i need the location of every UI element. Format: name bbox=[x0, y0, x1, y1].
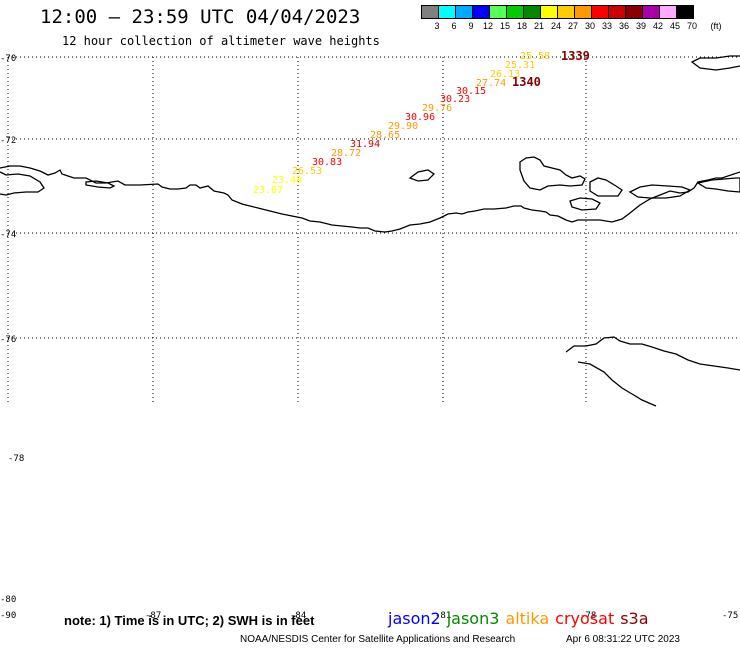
colorbar-label: 70 bbox=[686, 21, 697, 31]
swh-reading-label: 28.65 bbox=[370, 130, 400, 141]
latitude-label: -80 bbox=[0, 595, 16, 605]
colorbar-label: 12 bbox=[482, 21, 493, 31]
coastline-northeast bbox=[690, 55, 740, 71]
satellite-s3a: s3a bbox=[620, 609, 649, 628]
credit-line: NOAA/NESDIS Center for Satellite Applica… bbox=[240, 634, 516, 645]
pass-time-label: 1339 bbox=[561, 49, 590, 63]
longitude-label: -90 bbox=[0, 611, 16, 621]
swh-reading-label: 26.13 bbox=[490, 69, 520, 80]
swh-reading-label: 23.48 bbox=[272, 175, 302, 186]
colorbar-label: 18 bbox=[516, 21, 527, 31]
satellite-jason2: jason2 bbox=[388, 609, 441, 628]
swh-reading-label: 28.72 bbox=[331, 148, 361, 159]
swh-reading-label: 31.94 bbox=[350, 139, 380, 150]
pass-time-label: 1340 bbox=[512, 75, 541, 89]
satellite-cryosat: cryosat bbox=[555, 609, 615, 628]
swh-reading-label: 30.96 bbox=[405, 112, 435, 123]
swh-reading-label: 23.07 bbox=[253, 185, 283, 196]
colorbar-label: 45 bbox=[669, 21, 680, 31]
latitude-label: -74 bbox=[0, 230, 16, 240]
latitude-label: -72 bbox=[0, 136, 16, 146]
swh-reading-label: 30.15 bbox=[456, 86, 486, 97]
colorbar-label: 27 bbox=[567, 21, 578, 31]
colorbar-label: 33 bbox=[601, 21, 612, 31]
coastline bbox=[0, 55, 740, 407]
longitude-label: -87 bbox=[145, 611, 161, 621]
colorbar-label: 39 bbox=[635, 21, 646, 31]
satellite-legend: jason2 jason3 altika cryosat s3a bbox=[388, 609, 655, 628]
colorbar-labels: 3 6 9 12 15 18 21 24 27 30 33 36 39 42 45 70 (ft) bbox=[422, 21, 740, 33]
colorbar-label: 6 bbox=[451, 21, 457, 31]
swh-reading-label: 25.31 bbox=[505, 60, 535, 71]
longitude-label: -78 bbox=[580, 611, 596, 621]
latitude-label: -76 bbox=[0, 335, 16, 345]
colorbar-label: 3 bbox=[434, 21, 440, 31]
coastline-south-shore bbox=[577, 361, 657, 407]
coastline-mainland bbox=[0, 165, 740, 233]
coastline-island-east-5 bbox=[696, 177, 740, 193]
colorbar-label: 21 bbox=[533, 21, 544, 31]
swh-reading-label: 25.58 bbox=[520, 51, 550, 62]
map-subtitle: 12 hour collection of altimeter wave hei… bbox=[62, 34, 380, 48]
map-title: 12:00 – 23:59 UTC 04/04/2023 bbox=[40, 6, 361, 28]
latitude-label: -78 bbox=[8, 454, 24, 464]
wave-height-readings: 25.5825.3126.1327.7430.1530.2329.7630.96… bbox=[253, 51, 550, 196]
longitude-label: -84 bbox=[290, 611, 306, 621]
wave-height-colorbar bbox=[421, 5, 694, 19]
coastline-island-west bbox=[0, 171, 45, 196]
swh-reading-label: 29.76 bbox=[422, 103, 452, 114]
colorbar-label: 15 bbox=[499, 21, 510, 31]
generated-timestamp: Apr 6 08:31:22 UTC 2023 bbox=[566, 634, 680, 645]
swh-reading-label: 29.90 bbox=[388, 121, 418, 132]
coastline-island-west-2 bbox=[85, 180, 116, 189]
swh-reading-label: 30.83 bbox=[312, 157, 342, 168]
coastline-island-east-1 bbox=[519, 156, 586, 191]
pass-time-labels: 1339 1340 bbox=[512, 49, 590, 89]
colorbar-unit: (ft) bbox=[710, 21, 722, 31]
coastline-island-east-4 bbox=[628, 184, 692, 199]
longitude-label: -75 bbox=[722, 611, 738, 621]
colorbar-label: 42 bbox=[652, 21, 663, 31]
swh-reading-label: 30.23 bbox=[440, 94, 470, 105]
axis-labels: -70 -72 -74 -76 -78 -80 -90 -87 -84 -81 -78 -75 bbox=[0, 54, 738, 621]
colorbar-swatch bbox=[676, 5, 694, 19]
colorbar-label: 30 bbox=[584, 21, 595, 31]
swh-reading-label: 26.53 bbox=[292, 166, 322, 177]
longitude-label: -81 bbox=[435, 611, 451, 621]
coastline-island-east-2 bbox=[589, 177, 623, 197]
latitude-label: -70 bbox=[0, 54, 16, 64]
colorbar-label: 24 bbox=[550, 21, 561, 31]
footnote: note: 1) Time is in UTC; 2) SWH is in fe… bbox=[64, 613, 315, 628]
colorbar-label: 36 bbox=[618, 21, 629, 31]
satellite-jason3: jason3 bbox=[446, 609, 500, 628]
swh-reading-label: 27.74 bbox=[476, 78, 506, 89]
colorbar-label: 9 bbox=[468, 21, 474, 31]
satellite-altika: altika bbox=[505, 609, 550, 628]
coastline-island-mid bbox=[408, 169, 436, 182]
coastline-island-east-3 bbox=[569, 197, 601, 211]
coastline-south-island bbox=[565, 336, 740, 371]
